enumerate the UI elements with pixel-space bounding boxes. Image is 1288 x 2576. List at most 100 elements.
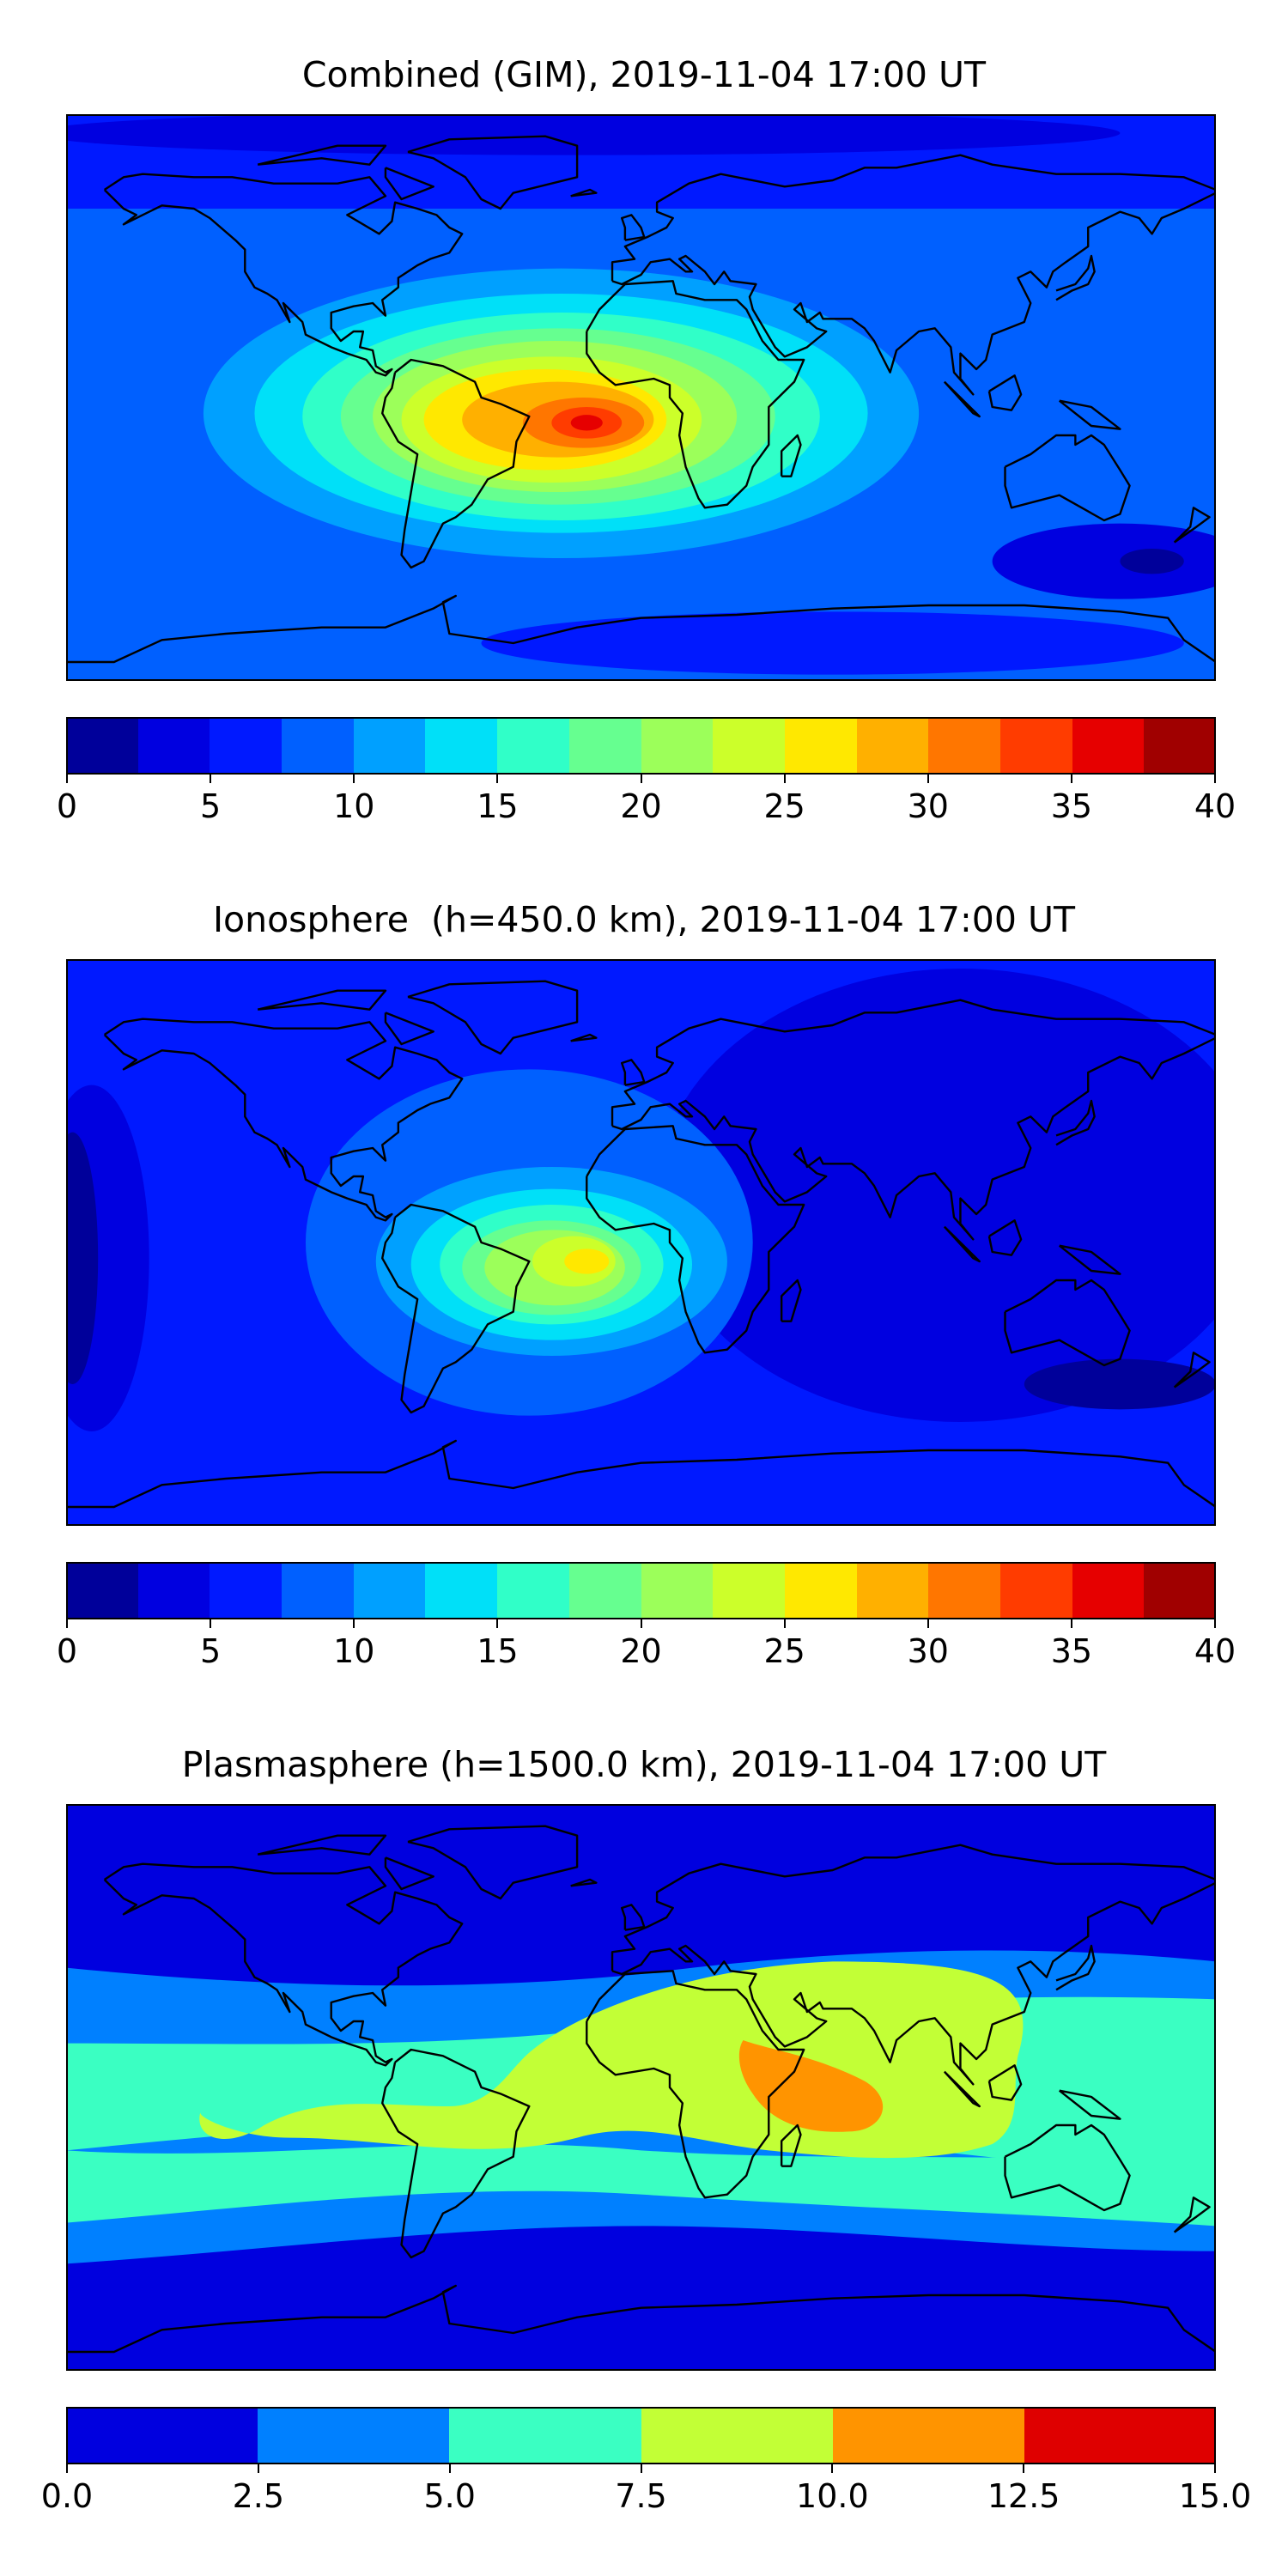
coastline <box>1005 1280 1130 1365</box>
colorbar <box>66 1562 1216 1619</box>
colorbar-tick-label: 15 <box>477 1632 519 1670</box>
coastline <box>1005 2125 1130 2210</box>
panel-plasmasphere: Plasmasphere (h=1500.0 km), 2019-11-04 1… <box>0 1690 1288 2535</box>
colorbar-tick-label: 10 <box>333 787 375 825</box>
map-svg <box>66 1804 1216 2371</box>
coastline <box>386 167 434 199</box>
coastline <box>989 375 1021 410</box>
coastline <box>66 1441 1216 1507</box>
chart-title: Combined (GIM), 2019-11-04 17:00 UT <box>301 54 987 95</box>
coastline <box>586 281 804 507</box>
colorbar-tick-label: 10.0 <box>796 2477 869 2515</box>
colorbar-segment <box>258 2407 450 2464</box>
coastline <box>105 1864 463 2066</box>
coastline <box>781 2125 800 2166</box>
colorbar-segment <box>928 1562 1000 1619</box>
colorbar-segment <box>832 2407 1024 2464</box>
colorbar-tick <box>831 2464 834 2473</box>
colorbar-tick-label: 30 <box>907 1632 949 1670</box>
contour-band <box>66 1132 99 1384</box>
coastline <box>1175 2197 1210 2232</box>
coastline <box>382 2050 529 2257</box>
colorbar <box>66 717 1216 775</box>
colorbar-segment <box>784 1562 857 1619</box>
coastline <box>571 1880 597 1886</box>
colorbar-tick-label: 40 <box>1194 787 1236 825</box>
colorbar-segment <box>210 1562 283 1619</box>
contour-band <box>1024 1358 1216 1410</box>
contour-map <box>66 114 1216 681</box>
colorbar-segment <box>641 717 714 775</box>
colorbar-segment <box>641 2407 833 2464</box>
colorbar-segment <box>282 1562 354 1619</box>
colorbar-tick-label: 12.5 <box>987 2477 1060 2515</box>
colorbar-tick-label: 35 <box>1050 787 1093 825</box>
coastline <box>408 137 577 209</box>
colorbar-tick-label: 0 <box>56 787 78 825</box>
colorbar-tick <box>783 1619 786 1628</box>
colorbar-tick-label: 25 <box>763 1632 805 1670</box>
colorbar-segment <box>66 2407 258 2464</box>
coastline <box>1060 2091 1121 2119</box>
colorbar-segment <box>210 717 283 775</box>
colorbar-segment <box>137 717 210 775</box>
colorbar-tick <box>448 2464 451 2473</box>
colorbar-tick-label: 15.0 <box>1178 2477 1252 2515</box>
colorbar-segment <box>497 717 569 775</box>
coastline <box>382 1205 529 1413</box>
colorbar-tick-label: 2.5 <box>232 2477 285 2515</box>
colorbar-tick <box>210 775 212 783</box>
colorbar-tick-label: 7.5 <box>615 2477 667 2515</box>
coastline <box>258 146 386 165</box>
colorbar-tick <box>1070 775 1072 783</box>
contour-band <box>738 2040 884 2132</box>
colorbar-tick-label: 25 <box>763 787 805 825</box>
colorbar-segment <box>353 717 426 775</box>
contour-band <box>1120 549 1184 574</box>
colorbar-tick <box>66 2464 68 2473</box>
contour-band <box>570 415 603 431</box>
colorbar-segment <box>568 717 641 775</box>
map-svg <box>66 114 1216 681</box>
coastline <box>1005 435 1130 520</box>
coastline <box>382 360 529 568</box>
colorbar-segment <box>66 717 138 775</box>
colorbar-segment <box>66 1562 138 1619</box>
coastline <box>945 382 980 416</box>
colorbar-tick <box>1214 1619 1216 1628</box>
contour-band <box>481 611 1184 675</box>
colorbar-tick <box>66 775 68 783</box>
colorbar-tick <box>640 2464 642 2473</box>
colorbar-tick <box>496 775 499 783</box>
colorbar-tick-label: 20 <box>620 1632 662 1670</box>
coastline <box>1060 1246 1121 1274</box>
contour-band <box>657 969 1216 1422</box>
coastline <box>66 596 1216 662</box>
colorbar-segment <box>713 1562 785 1619</box>
colorbar-tick-label: 5 <box>200 1632 222 1670</box>
colorbar-segment <box>928 717 1000 775</box>
contour-band <box>66 114 1121 155</box>
coastline <box>258 991 386 1010</box>
coastline <box>945 1227 980 1261</box>
colorbar-tick <box>1070 1619 1072 1628</box>
contour-band <box>992 523 1216 599</box>
contour-map <box>66 959 1216 1526</box>
colorbar-tick <box>927 775 929 783</box>
colorbar-segment <box>999 1562 1072 1619</box>
colorbar-tick-label: 10 <box>333 1632 375 1670</box>
coastline <box>571 190 597 196</box>
colorbar-segment <box>1072 1562 1145 1619</box>
coastline <box>1056 256 1095 300</box>
colorbar-segment <box>425 717 498 775</box>
coastline <box>989 1220 1021 1255</box>
coastline <box>571 1035 597 1041</box>
colorbar-segment <box>1144 1562 1216 1619</box>
coastline <box>989 2065 1021 2099</box>
colorbar <box>66 2407 1217 2464</box>
coastline <box>1060 401 1121 429</box>
coastline <box>612 155 1216 395</box>
coastline <box>945 2072 980 2106</box>
contour-band <box>564 1249 610 1274</box>
coastline <box>1175 507 1210 542</box>
